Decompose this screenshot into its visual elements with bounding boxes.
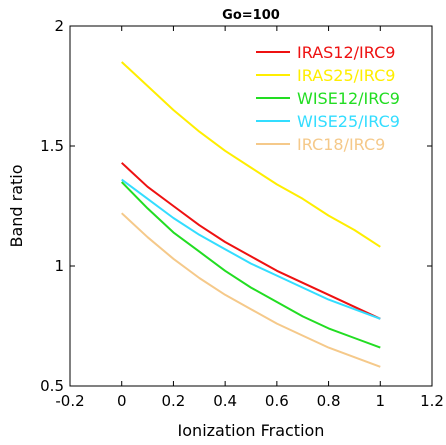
x-tick-label: 0.4 <box>213 392 237 410</box>
x-axis-title: Ionization Fraction <box>178 421 325 440</box>
x-tick-label: 0.2 <box>161 392 185 410</box>
legend-label: IRAS12/IRC9 <box>297 43 395 62</box>
chart-title: Go=100 <box>222 8 280 23</box>
x-tick-label: 1.2 <box>420 392 444 410</box>
y-tick-label: 2 <box>54 17 64 35</box>
y-axis-title: Band ratio <box>7 164 26 247</box>
x-tick-label: 0.6 <box>265 392 289 410</box>
y-tick-label: 1.5 <box>40 137 64 155</box>
x-tick-label: 1 <box>376 392 386 410</box>
legend-label: WISE25/IRC9 <box>297 112 400 131</box>
x-tick-label: 0 <box>117 392 127 410</box>
legend-label: IRAS25/IRC9 <box>297 66 395 85</box>
y-tick-label: 0.5 <box>40 377 64 395</box>
legend-label: IRC18/IRC9 <box>297 135 385 154</box>
legend-label: WISE12/IRC9 <box>297 89 400 108</box>
y-tick-label: 1 <box>54 257 64 275</box>
x-tick-label: 0.8 <box>317 392 341 410</box>
